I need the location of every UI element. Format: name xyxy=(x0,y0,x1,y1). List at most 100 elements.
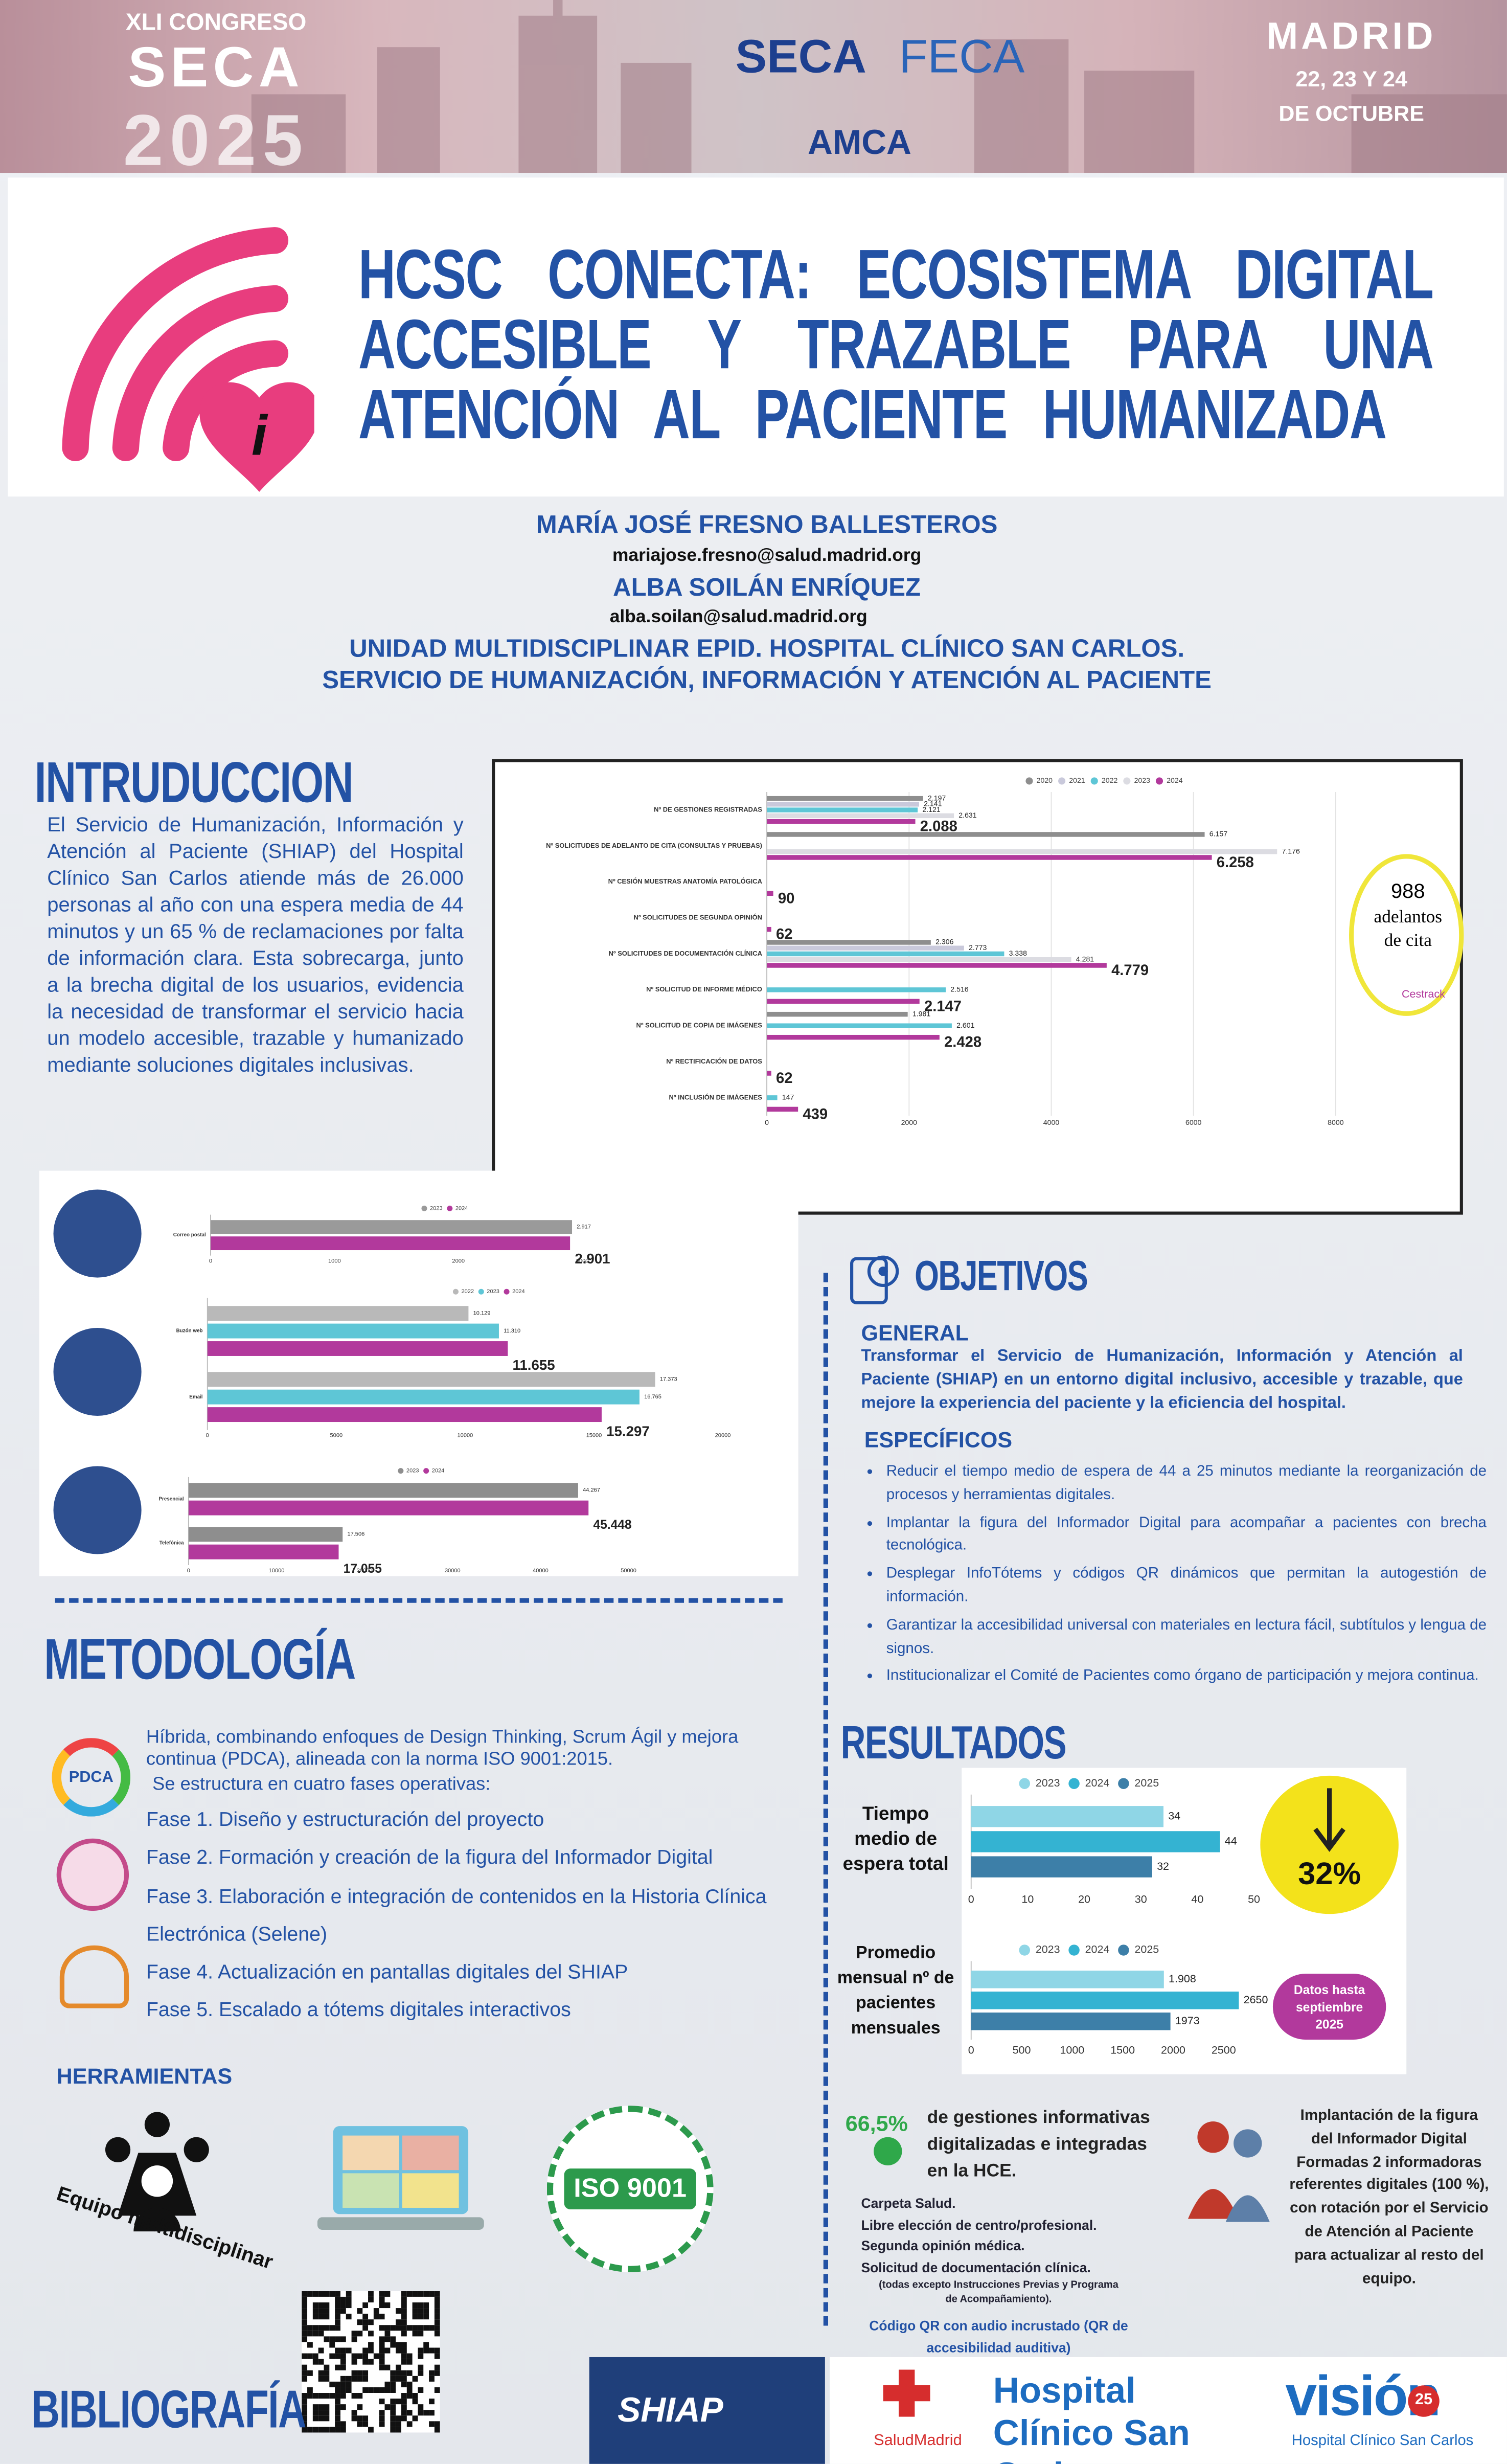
qr-module xyxy=(302,2314,308,2320)
qr-module xyxy=(373,2387,379,2393)
qr-module xyxy=(412,2302,418,2309)
qr-module xyxy=(335,2381,340,2387)
qr-module xyxy=(362,2415,369,2422)
qr-module xyxy=(384,2404,391,2410)
methodology-intro: Se estructura en cuatro fases operativas… xyxy=(152,1772,491,1795)
value-label: 2.901 xyxy=(575,1251,610,1267)
qr-module xyxy=(368,2342,374,2348)
bar xyxy=(188,1527,343,1542)
qr-module xyxy=(302,2331,308,2337)
pdca-label: PDCA xyxy=(68,1768,113,1786)
qr-module xyxy=(351,2331,357,2337)
value-label: 44.267 xyxy=(583,1487,600,1494)
qr-module xyxy=(335,2336,340,2342)
value-label: 1.908 xyxy=(1169,1973,1196,1985)
qr-module xyxy=(401,2319,407,2325)
qr-module xyxy=(412,2314,418,2320)
qr-module xyxy=(418,2291,424,2297)
category-label: Buzón web xyxy=(176,1328,203,1334)
qr-module xyxy=(302,2319,308,2325)
bar xyxy=(767,1034,940,1040)
qr-module xyxy=(312,2353,318,2359)
qr-module xyxy=(318,2347,324,2354)
qr-module xyxy=(318,2410,324,2416)
qr-module xyxy=(429,2421,435,2427)
qr-module xyxy=(346,2347,352,2354)
qr-module xyxy=(401,2325,407,2331)
qr-module xyxy=(302,2364,308,2370)
qr-module xyxy=(346,2296,352,2302)
qr-module xyxy=(406,2421,413,2427)
x-tick-label: 20 xyxy=(1078,1893,1090,1905)
bar xyxy=(188,1483,578,1498)
x-tick-label: 8000 xyxy=(1328,1118,1344,1126)
legend-label: 2023 xyxy=(1036,1943,1060,1956)
bar xyxy=(971,1856,1152,1878)
qr-module xyxy=(368,2319,374,2325)
qr-module xyxy=(329,2325,335,2331)
bar xyxy=(767,963,1107,968)
legend-swatch xyxy=(1090,777,1098,785)
digital-text: de gestiones informativas digitalizadas … xyxy=(927,2109,1150,2181)
qr-module xyxy=(329,2336,335,2342)
value-label: 7.176 xyxy=(1282,847,1300,855)
qr-module xyxy=(379,2364,385,2370)
x-tick-label: 20000 xyxy=(357,1568,373,1574)
qr-module xyxy=(335,2296,340,2302)
x-tick-label: 0 xyxy=(968,2044,974,2056)
x-tick-label: 0 xyxy=(187,1568,190,1574)
qr-module xyxy=(379,2421,385,2427)
qr-module xyxy=(351,2376,357,2382)
qr-module xyxy=(390,2342,396,2348)
bar xyxy=(767,987,946,992)
qr-module xyxy=(434,2387,440,2393)
qr-module xyxy=(384,2347,391,2354)
bar xyxy=(767,807,918,812)
qr-module xyxy=(434,2370,440,2376)
general-heading: GENERAL xyxy=(861,1320,969,1345)
qr-module xyxy=(423,2302,429,2309)
dates-2: DE OCTUBRE xyxy=(1278,100,1424,126)
qr-module xyxy=(302,2415,308,2422)
x-tick-label: 6000 xyxy=(1185,1118,1202,1126)
author-name: ALBA SOILÁN ENRÍQUEZ xyxy=(613,575,921,602)
qr-module xyxy=(390,2325,396,2331)
phase: Fase 5. Escalado a tótems digitales inte… xyxy=(146,1998,571,2022)
author-email: mariajose.fresno@salud.madrid.org xyxy=(612,547,922,566)
qr-module xyxy=(401,2331,407,2337)
annotation-value: 988 xyxy=(1391,880,1425,902)
category-label: Nº SOLICITUD DE INFORME MÉDICO xyxy=(646,985,762,993)
header-band xyxy=(0,0,1507,173)
qr-module xyxy=(434,2319,440,2325)
value-label: 439 xyxy=(803,1106,828,1122)
x-tick-label: 10000 xyxy=(458,1433,473,1439)
qr-module xyxy=(384,2331,391,2337)
qr-module xyxy=(362,2353,369,2359)
qr-module xyxy=(357,2376,363,2382)
qr-module xyxy=(390,2387,396,2393)
value-label: 15.297 xyxy=(606,1423,650,1439)
qr-module xyxy=(340,2296,346,2302)
qr-module xyxy=(390,2421,396,2427)
bar xyxy=(767,1071,771,1076)
video-call-icon xyxy=(317,2126,484,2230)
qr-module xyxy=(312,2427,318,2433)
result-category: Promedio mensual nº de pacientes mensual… xyxy=(837,1943,954,2039)
qr-module xyxy=(390,2376,396,2382)
qr-module xyxy=(335,2393,340,2399)
qr-module xyxy=(340,2364,346,2370)
qr-module xyxy=(396,2376,401,2382)
x-tick-label: 2000 xyxy=(1161,2044,1185,2056)
qr-module xyxy=(434,2331,440,2337)
value-label: 45.448 xyxy=(593,1518,631,1532)
qr-module xyxy=(312,2314,318,2320)
qr-module xyxy=(418,2331,424,2337)
category-label: Nº SOLICITUDES DE SEGUNDA OPINIÓN xyxy=(634,914,762,921)
x-tick-label: 40 xyxy=(1191,1893,1203,1905)
bar xyxy=(767,855,1212,860)
value-label: 6.157 xyxy=(1209,830,1227,838)
qr-module xyxy=(362,2319,369,2325)
qr-module xyxy=(406,2353,413,2359)
result-category: Tiempo medio de espera total xyxy=(842,1802,949,1875)
qr-module xyxy=(379,2399,385,2405)
